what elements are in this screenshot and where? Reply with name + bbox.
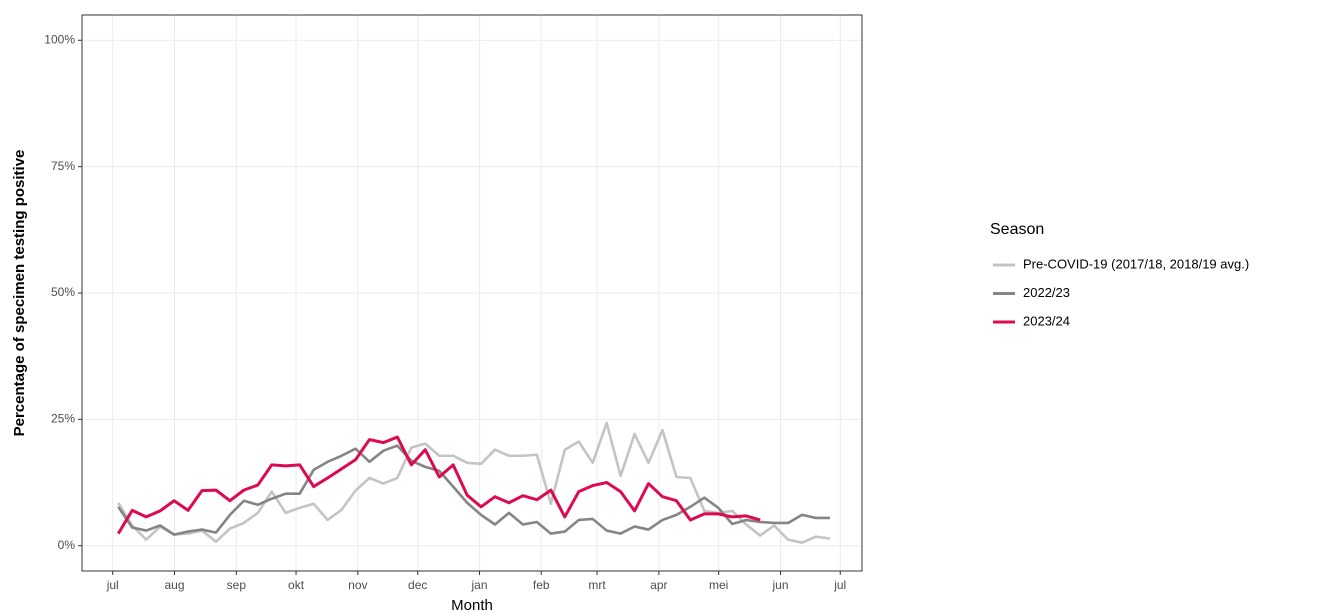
legend-title: Season [990, 221, 1044, 238]
y-tick-label: 75% [51, 159, 75, 173]
x-axis-title: Month [451, 597, 493, 614]
x-tick-label: aug [164, 578, 184, 592]
legend-label: 2023/24 [1023, 313, 1070, 328]
y-axis-title: Percentage of specimen testing positive [11, 150, 28, 437]
x-tick-label: jul [833, 578, 846, 592]
y-tick-label: 50% [51, 285, 75, 299]
x-tick-label: nov [348, 578, 367, 592]
x-tick-label: okt [288, 578, 305, 592]
y-tick-label: 100% [44, 32, 75, 46]
legend-label: Pre-COVID-19 (2017/18, 2018/19 avg.) [1023, 256, 1249, 271]
x-tick-label: mrt [588, 578, 606, 592]
series-line [117, 421, 831, 544]
y-tick-label: 0% [58, 538, 76, 552]
x-tick-label: mei [709, 578, 728, 592]
x-tick-label: jul [106, 578, 119, 592]
series-line [117, 444, 830, 536]
x-tick-label: dec [408, 578, 427, 592]
panel-border [81, 14, 863, 572]
y-tick-label: 25% [51, 412, 75, 426]
x-tick-label: feb [533, 578, 550, 592]
series-line [116, 435, 761, 535]
x-tick-label: sep [227, 578, 247, 592]
legend-label: 2022/23 [1023, 285, 1070, 300]
x-tick-label: apr [650, 578, 667, 592]
x-tick-label: jan [471, 578, 488, 592]
x-tick-label: jun [772, 578, 789, 592]
